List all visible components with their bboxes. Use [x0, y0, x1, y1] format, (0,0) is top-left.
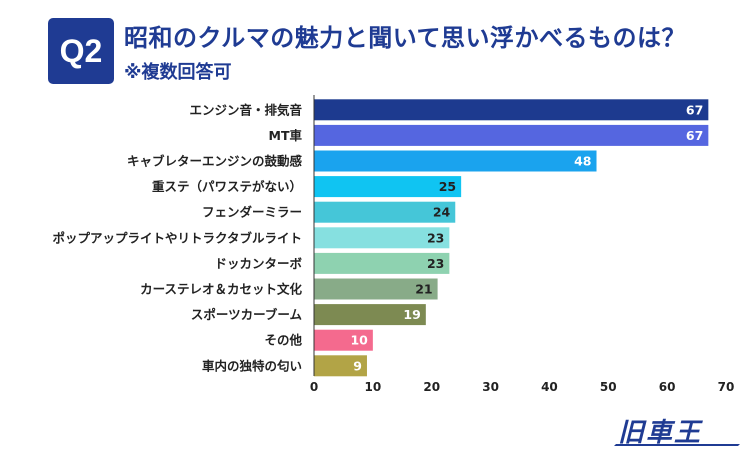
category-label: 車内の独特の匂い	[202, 358, 302, 373]
data-label: 67	[686, 102, 703, 117]
bar	[314, 355, 367, 377]
brand-logo: 旧車王	[614, 418, 740, 446]
x-tick-label: 40	[541, 380, 558, 394]
logo-text: 旧車王	[618, 418, 703, 446]
data-label: 23	[427, 256, 444, 271]
data-label: 21	[415, 282, 432, 297]
category-label: スポーツカーブーム	[191, 307, 303, 322]
data-label: 10	[350, 333, 368, 348]
data-label: 19	[403, 307, 420, 322]
x-tick-label: 60	[659, 380, 676, 394]
x-tick-label: 30	[482, 380, 499, 394]
x-tick-label: 70	[718, 380, 735, 394]
category-label: 重ステ（パワステがない）	[152, 179, 302, 194]
category-label: ドッカンターボ	[214, 256, 302, 271]
data-label: 24	[433, 205, 451, 220]
category-label: MT車	[269, 128, 303, 143]
category-label: その他	[264, 333, 302, 348]
x-tick-label: 10	[365, 380, 382, 394]
question-number-badge: Q2	[48, 18, 114, 84]
bar	[314, 278, 438, 300]
x-tick-label: 0	[310, 380, 318, 394]
bar	[314, 252, 450, 274]
x-tick-label: 50	[600, 380, 617, 394]
bar	[314, 304, 426, 326]
chart-title: 昭和のクルマの魅力と聞いて思い浮かべるものは？	[124, 24, 687, 52]
x-tick-label: 20	[423, 380, 440, 394]
category-label: フェンダーミラー	[202, 205, 302, 220]
bar	[314, 150, 597, 172]
category-label: カーステレオ＆カセット文化	[140, 282, 302, 297]
data-label: 9	[353, 358, 362, 373]
bar	[314, 176, 462, 198]
data-label: 48	[574, 154, 591, 169]
category-label: エンジン音・排気音	[189, 102, 302, 117]
bar	[314, 124, 709, 146]
category-label: ポップアップライトやリトラクタブルライト	[52, 230, 302, 245]
data-label: 23	[427, 230, 444, 245]
data-label: 67	[686, 128, 703, 143]
data-label: 25	[439, 179, 456, 194]
chart-subtitle: ※複数回答可	[124, 62, 232, 83]
category-label: キャブレターエンジンの鼓動感	[127, 154, 303, 169]
bar	[314, 329, 373, 351]
logo-underline	[614, 444, 740, 446]
bar	[314, 201, 456, 223]
bar	[314, 227, 450, 249]
bar	[314, 99, 709, 121]
